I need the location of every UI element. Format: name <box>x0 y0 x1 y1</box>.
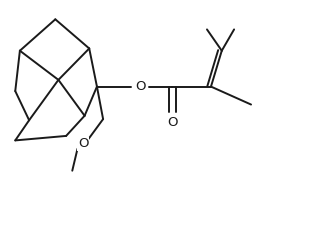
Text: O: O <box>135 80 145 93</box>
Text: O: O <box>78 137 88 150</box>
Text: O: O <box>167 116 178 129</box>
